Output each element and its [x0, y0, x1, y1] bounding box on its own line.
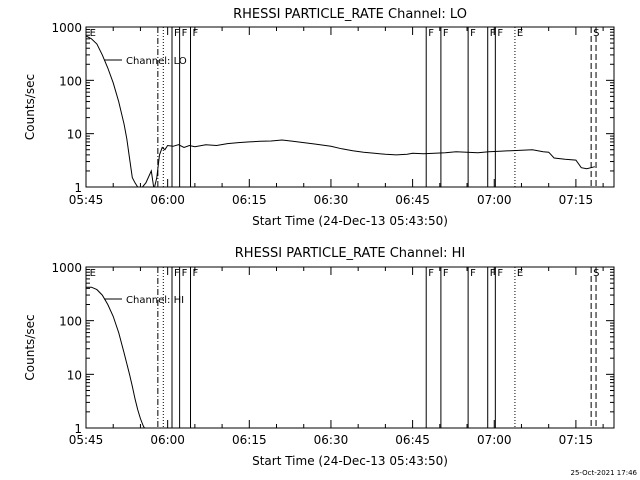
y-tick-label: 10 — [67, 128, 82, 142]
x-axis-label: Start Time (24-Dec-13 05:43:50) — [252, 214, 448, 228]
legend-label: Channel: LO — [126, 56, 187, 67]
event-marker-label: F — [174, 268, 180, 279]
y-tick-label: 1000 — [51, 261, 82, 275]
event-marker-label: S — [593, 28, 599, 39]
x-tick-label: 06:45 — [395, 433, 430, 447]
y-tick-label: 1000 — [51, 21, 82, 35]
x-axis-label: Start Time (24-Dec-13 05:43:50) — [252, 454, 448, 468]
event-marker-label: F — [182, 268, 188, 279]
event-marker-label: F — [497, 268, 503, 279]
plot-frame — [85, 26, 615, 188]
y-axis-label: Counts/sec — [23, 74, 37, 140]
event-marker-label: E — [90, 28, 96, 39]
event-marker-label: F — [443, 28, 449, 39]
event-marker-label: F — [174, 28, 180, 39]
event-marker-label: F — [470, 268, 476, 279]
event-marker-label: E — [517, 28, 523, 39]
event-marker-label: F — [443, 268, 449, 279]
event-marker-label: F — [490, 28, 496, 39]
series-line — [86, 35, 596, 187]
event-marker-label: F — [428, 268, 434, 279]
x-tick-label: 06:00 — [150, 433, 185, 447]
x-tick-label: 06:30 — [314, 433, 349, 447]
y-tick-label: 1 — [74, 422, 82, 436]
event-marker-label: S — [593, 268, 599, 279]
x-tick-label: 06:45 — [395, 193, 430, 207]
event-marker-label: F — [470, 28, 476, 39]
event-marker-label: E — [90, 268, 96, 279]
footer-timestamp: 25-Oct-2021 17:46 — [571, 469, 638, 477]
y-tick-label: 100 — [59, 74, 82, 88]
x-tick-label: 06:30 — [314, 193, 349, 207]
x-tick-label: 07:00 — [477, 193, 512, 207]
plot-frame — [85, 266, 615, 429]
y-tick-label: 100 — [59, 315, 82, 329]
event-marker-label: F — [497, 28, 503, 39]
legend-label: Channel: HI — [126, 295, 184, 306]
y-tick-label: 1 — [74, 181, 82, 195]
x-tick-label: 07:15 — [559, 433, 594, 447]
x-tick-label: 06:15 — [232, 193, 267, 207]
event-marker-label: F — [193, 268, 199, 279]
series-line — [86, 286, 146, 428]
chart-lo-channel: RHESSI PARTICLE_RATE Channel: LO 1 10 100 10… — [23, 7, 615, 228]
x-tick-label: 05:45 — [69, 433, 104, 447]
event-marker-label: F — [182, 28, 188, 39]
y-tick-label: 10 — [67, 368, 82, 382]
x-tick-label: 06:00 — [150, 193, 185, 207]
event-marker-label: E — [517, 268, 523, 279]
x-tick-label: 05:45 — [69, 193, 104, 207]
x-tick-label: 07:15 — [559, 193, 594, 207]
y-axis-label: Counts/sec — [23, 314, 37, 380]
event-marker-label: F — [193, 28, 199, 39]
x-tick-label: 06:15 — [232, 433, 267, 447]
chart-hi-channel: RHESSI PARTICLE_RATE Channel: HI 1 10 100 10… — [23, 246, 615, 468]
x-tick-label: 07:00 — [477, 433, 512, 447]
event-marker-label: F — [490, 268, 496, 279]
event-marker-label: F — [428, 28, 434, 39]
chart-title: RHESSI PARTICLE_RATE Channel: HI — [235, 246, 465, 261]
chart-title: RHESSI PARTICLE_RATE Channel: LO — [233, 7, 467, 22]
